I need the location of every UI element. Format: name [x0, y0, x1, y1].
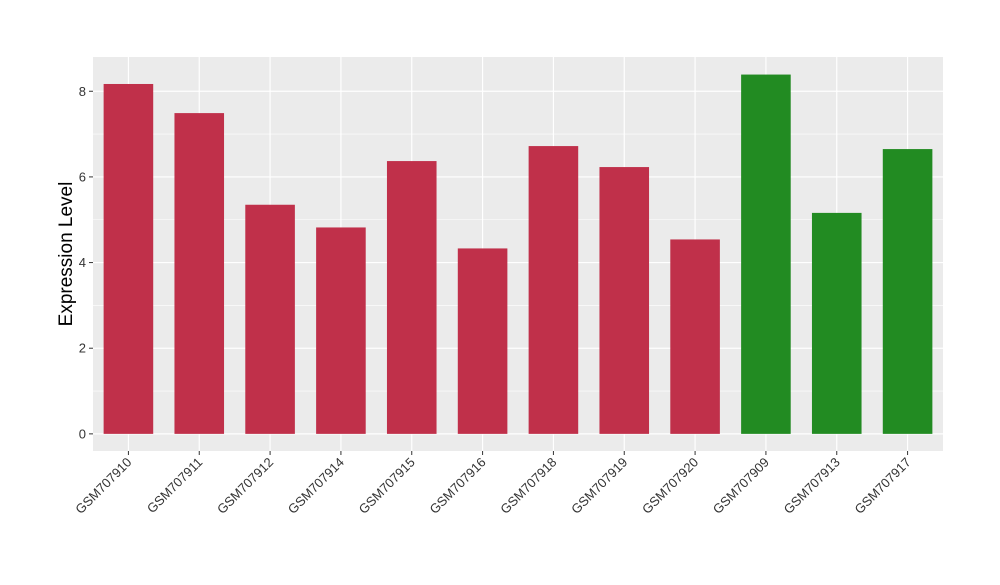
- bar-GSM707914: [316, 227, 366, 434]
- plot-panel: [93, 57, 943, 451]
- bar-GSM707909: [741, 74, 791, 434]
- bar-GSM707912: [245, 204, 295, 434]
- x-tick-label: GSM707916: [426, 455, 488, 517]
- x-tick-label: GSM707914: [285, 455, 347, 517]
- y-tick-label: 4: [79, 255, 86, 270]
- bar-GSM707910: [103, 83, 154, 434]
- y-tick-label: 8: [79, 84, 86, 99]
- bar-GSM707915: [386, 161, 437, 434]
- bar-GSM707916: [457, 248, 508, 434]
- bar-GSM707911: [174, 113, 225, 434]
- bars-group: [103, 74, 933, 434]
- bar-GSM707919: [599, 167, 650, 434]
- x-tick-label: GSM707909: [710, 455, 772, 517]
- minor-gridlines: [93, 133, 943, 392]
- x-tick-label: GSM707913: [781, 455, 843, 517]
- y-tick-label: 2: [79, 341, 86, 356]
- bar-GSM707918: [528, 146, 579, 434]
- x-tick-label: GSM707912: [214, 455, 276, 517]
- x-tick-label: GSM707918: [497, 455, 559, 517]
- x-tick-label: GSM707919: [568, 455, 630, 517]
- bar-GSM707920: [670, 239, 720, 434]
- y-axis-title: Expression Level: [56, 182, 77, 327]
- y-tick-label: 0: [79, 426, 86, 441]
- bar-GSM707913: [811, 212, 862, 434]
- y-axis: 0 2 4 6 8: [79, 84, 93, 441]
- x-tick-label: GSM707917: [851, 455, 913, 517]
- y-tick-label: 6: [79, 169, 86, 184]
- x-tick-label: GSM707915: [356, 455, 418, 517]
- x-tick-label: GSM707911: [144, 455, 206, 517]
- x-tick-label: GSM707920: [639, 455, 701, 517]
- x-tick-label: GSM707910: [72, 455, 134, 517]
- bar-GSM707917: [882, 149, 933, 434]
- x-axis: GSM707910 GSM707911 GSM707912 GSM707914 GSM7…: [72, 451, 914, 517]
